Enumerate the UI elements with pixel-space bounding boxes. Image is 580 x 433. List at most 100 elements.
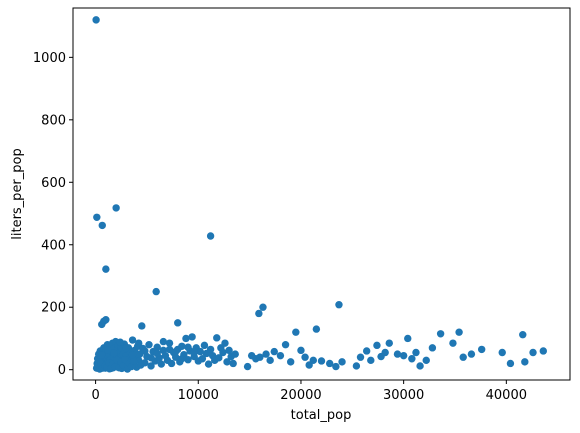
data-point xyxy=(259,303,267,311)
y-tick-label: 200 xyxy=(41,301,66,316)
data-point xyxy=(385,339,393,347)
data-point xyxy=(362,347,371,355)
data-point xyxy=(231,350,239,358)
data-point xyxy=(138,322,146,330)
data-point xyxy=(225,346,233,355)
y-tick-label: 800 xyxy=(41,113,66,128)
data-point xyxy=(221,339,229,347)
data-point xyxy=(270,347,278,356)
data-point xyxy=(196,347,205,356)
x-tick-label: 20000 xyxy=(280,388,321,403)
data-point xyxy=(178,342,186,350)
data-point xyxy=(128,351,137,359)
data-point xyxy=(367,356,375,365)
data-point xyxy=(206,345,215,354)
data-point xyxy=(184,356,192,364)
y-tick-label: 600 xyxy=(41,176,66,191)
y-axis-label: liters_per_pop xyxy=(10,148,25,240)
data-point xyxy=(92,16,100,24)
data-point xyxy=(312,325,321,333)
data-point xyxy=(506,359,515,368)
data-point xyxy=(393,350,402,358)
data-point xyxy=(219,348,227,357)
data-point xyxy=(399,351,408,360)
data-point xyxy=(412,348,420,357)
data-point xyxy=(190,348,198,357)
data-point xyxy=(498,348,506,357)
data-point xyxy=(297,346,305,355)
data-point xyxy=(153,343,161,351)
data-point xyxy=(262,350,270,358)
y-axis-ticks: 0 200 400 600 800 1000 xyxy=(33,51,73,378)
data-point xyxy=(93,213,101,221)
data-point xyxy=(116,338,124,346)
data-point xyxy=(153,349,161,358)
data-point xyxy=(467,350,476,358)
data-point xyxy=(145,341,153,349)
data-point xyxy=(408,355,416,363)
data-point xyxy=(184,343,192,351)
data-point xyxy=(213,334,221,342)
data-point xyxy=(381,348,389,357)
data-point xyxy=(373,341,381,350)
x-axis-ticks: 0 10000 20000 30000 40000 xyxy=(91,380,527,403)
data-point xyxy=(256,353,264,361)
data-point xyxy=(309,356,317,365)
data-point xyxy=(276,351,285,360)
data-point xyxy=(477,345,486,354)
data-point xyxy=(129,357,138,365)
data-point xyxy=(266,356,274,365)
data-point xyxy=(229,359,237,368)
data-point xyxy=(223,358,231,366)
x-axis-label: total_pop xyxy=(291,408,352,423)
data-point xyxy=(182,334,190,343)
x-tick-label: 10000 xyxy=(178,388,219,403)
data-point xyxy=(449,339,457,347)
data-point xyxy=(102,265,110,273)
data-point xyxy=(157,360,166,368)
data-point xyxy=(317,357,326,365)
data-point xyxy=(352,362,361,370)
data-point xyxy=(102,316,110,324)
data-point xyxy=(206,232,215,240)
data-point xyxy=(332,362,340,371)
data-point xyxy=(128,336,137,344)
data-point xyxy=(459,353,467,361)
y-tick-label: 1000 xyxy=(33,51,66,66)
data-point xyxy=(292,328,300,336)
data-point xyxy=(174,319,182,327)
data-point xyxy=(519,331,527,339)
data-point xyxy=(135,339,143,347)
data-point xyxy=(147,362,155,370)
data-point xyxy=(159,337,168,346)
data-point xyxy=(112,204,120,212)
x-tick-label: 0 xyxy=(91,388,99,403)
data-point xyxy=(286,358,295,366)
data-point xyxy=(255,309,263,318)
data-point xyxy=(215,354,223,362)
data-point xyxy=(198,355,207,363)
data-point xyxy=(404,334,412,343)
data-point xyxy=(416,362,424,370)
data-point xyxy=(436,330,445,338)
points-layer xyxy=(92,16,547,373)
data-point xyxy=(167,359,176,368)
data-point xyxy=(188,333,196,341)
data-point xyxy=(152,287,160,296)
data-point xyxy=(110,349,118,357)
data-point xyxy=(147,354,155,362)
data-point xyxy=(98,351,106,359)
data-point xyxy=(338,358,346,366)
data-point xyxy=(141,359,149,367)
axes-frame xyxy=(72,7,571,381)
data-point xyxy=(98,221,106,230)
data-point xyxy=(428,344,437,352)
data-point xyxy=(200,341,209,350)
x-tick-label: 40000 xyxy=(486,388,527,403)
data-point xyxy=(122,344,131,352)
data-point xyxy=(171,347,180,356)
data-point xyxy=(141,347,149,355)
data-point xyxy=(356,353,365,361)
